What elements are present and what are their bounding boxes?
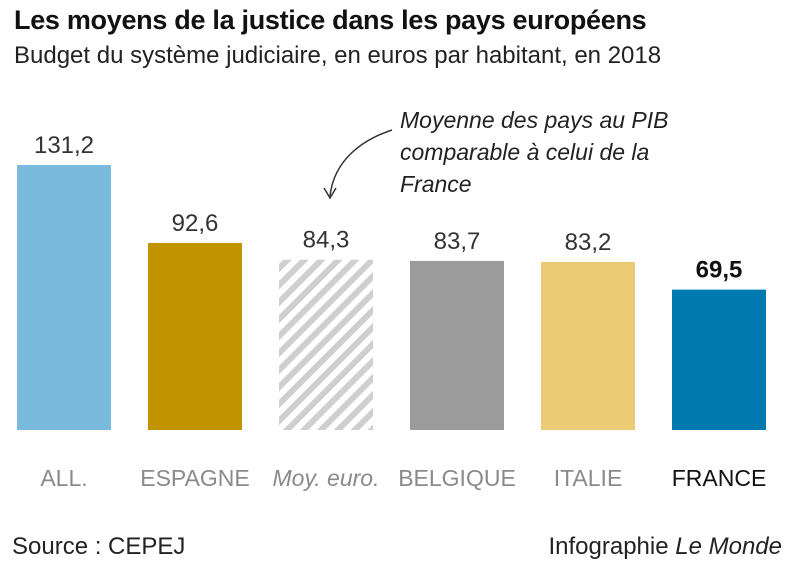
category-label-belgique: BELGIQUE [398, 465, 516, 491]
value-label-moy-euro: 84,3 [303, 227, 350, 254]
category-label-france: FRANCE [672, 465, 767, 491]
value-label-italie: 83,2 [565, 229, 612, 256]
bar-belgique [410, 260, 504, 430]
category-label-italie: ITALIE [554, 465, 623, 491]
credit-prefix: Infographie [548, 533, 669, 560]
value-label-belgique: 83,7 [434, 228, 481, 255]
value-label-france: 69,5 [696, 257, 743, 284]
bar-all [17, 165, 111, 430]
infographic-credit: Infographie Le Monde [548, 533, 782, 561]
category-label-espagne: ESPAGNE [140, 465, 250, 491]
value-label-espagne: 92,6 [172, 210, 219, 237]
credit-brand: Le Monde [675, 533, 782, 560]
category-label-moy-euro: Moy. euro. [273, 465, 380, 491]
bar-moy-euro [279, 259, 373, 430]
annotation-arrow [329, 129, 393, 197]
chart-title: Les moyens de la justice dans les pays e… [14, 5, 647, 35]
category-label-all: ALL. [40, 465, 87, 491]
bar-france [672, 289, 766, 430]
average-annotation: Moyenne des pays au PIB comparable à cel… [400, 107, 669, 197]
chart-subtitle: Budget du système judiciaire, en euros p… [14, 42, 662, 69]
bar-espagne [148, 242, 242, 430]
bar-italie [541, 261, 635, 430]
value-label-all: 131,2 [34, 132, 94, 159]
annotation-arrowhead [323, 187, 337, 200]
source-credit: Source : CEPEJ [12, 533, 186, 560]
